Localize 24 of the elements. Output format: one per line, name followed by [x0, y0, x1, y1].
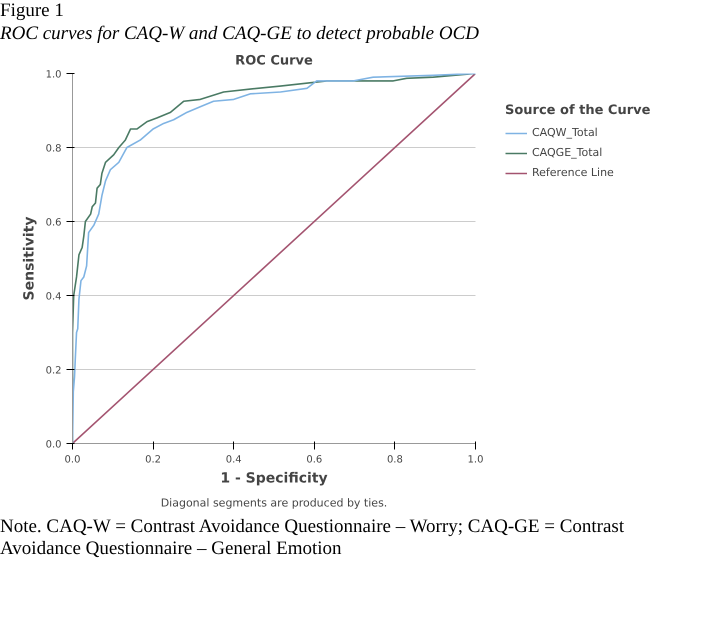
- y-tick-label: 0.4: [46, 291, 62, 302]
- x-tick-label: 0.2: [145, 454, 162, 466]
- legend-label: CAQGE_Total: [532, 146, 602, 160]
- x-axis-title: 1 - Specificity: [220, 470, 328, 486]
- chart-title: ROC Curve: [235, 53, 313, 68]
- text: Note. CAQ-W = Contrast Avoidance Questionnaire – Worry; CAQ-GE = Contrast Avoidance Questionnaire – General Emotion: [0, 516, 626, 562]
- y-tick-label: 0.8: [46, 143, 62, 154]
- x-tick-label: 0.8: [386, 454, 403, 466]
- x-tick-label: 1.0: [468, 454, 484, 466]
- legend-label: Reference Line: [532, 166, 614, 180]
- y-tick-label: 1.0: [46, 69, 62, 80]
- y-tick-label: 0.6: [46, 217, 62, 228]
- text: Diagonal segments are produced by ties.: [160, 496, 388, 510]
- y-tick-label: 0.2: [46, 365, 62, 376]
- x-tick-label: 0.4: [226, 454, 242, 466]
- y-axis-title: Sensitivity: [22, 216, 38, 300]
- y-tick-label: 0.0: [46, 439, 62, 450]
- legend-label: CAQW_Total: [532, 126, 598, 140]
- text: ROC curves for CAQ-W and CAQ-GE to detect probable OCD: [0, 22, 479, 46]
- x-tick-label: 0.0: [64, 454, 80, 466]
- x-tick-label: 0.6: [306, 454, 322, 466]
- caption: Figure 1: [0, 0, 65, 23]
- legend-title: Source of the Curve: [505, 102, 650, 118]
- line-series: [72, 73, 476, 444]
